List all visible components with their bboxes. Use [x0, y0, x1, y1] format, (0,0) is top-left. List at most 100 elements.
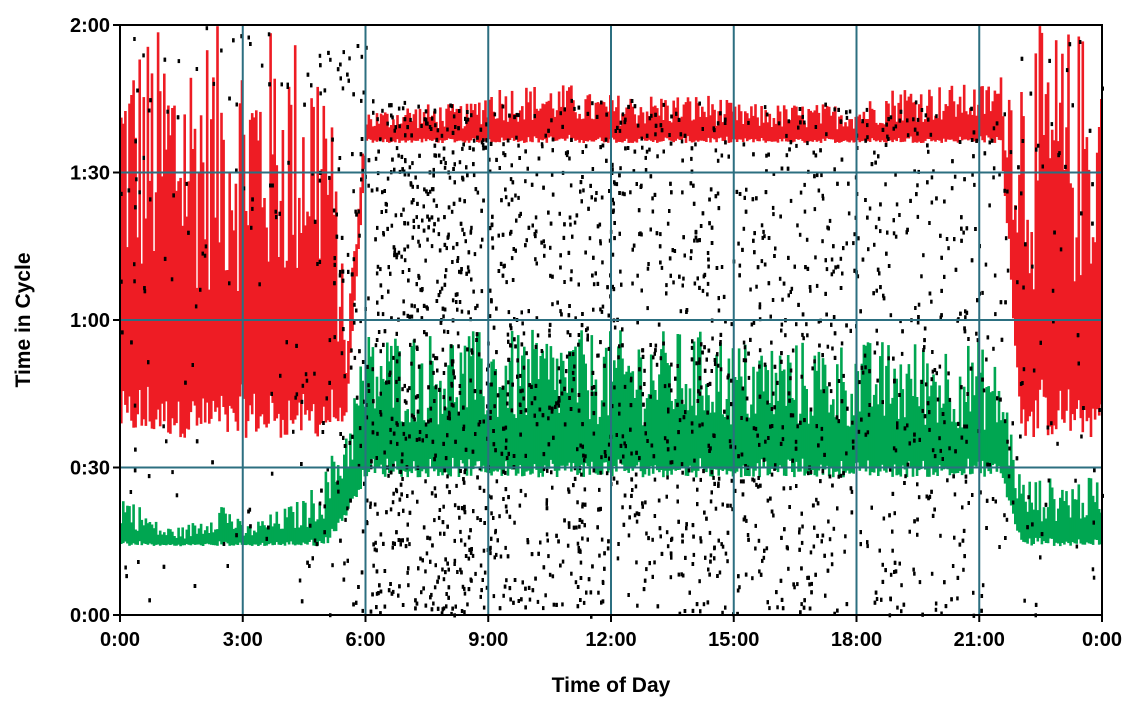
- scatter-point: [980, 594, 984, 598]
- scatter-point: [641, 354, 645, 359]
- scatter-point: [888, 513, 891, 518]
- scatter-point: [573, 106, 576, 111]
- y-tick-label: 1:00: [70, 310, 110, 332]
- scatter-point: [528, 597, 532, 602]
- scatter-point: [619, 459, 622, 464]
- upper-band-bar: [791, 107, 794, 143]
- scatter-point: [737, 241, 740, 246]
- scatter-point: [770, 340, 773, 345]
- scatter-point: [866, 540, 869, 545]
- scatter-point: [931, 513, 935, 518]
- lower-band-bar: [694, 415, 698, 478]
- scatter-point: [502, 142, 505, 147]
- upper-band-bar: [212, 77, 215, 401]
- lower-band-bar: [1065, 491, 1068, 542]
- scatter-point: [1006, 189, 1009, 194]
- scatter-point: [565, 354, 569, 359]
- scatter-point: [930, 175, 934, 180]
- scatter-point: [698, 579, 701, 584]
- scatter-point: [1003, 188, 1006, 193]
- scatter-point: [875, 597, 879, 601]
- scatter-point: [673, 446, 677, 451]
- scatter-point: [831, 483, 834, 488]
- scatter-point: [365, 521, 369, 526]
- upper-band-bar: [774, 123, 778, 142]
- scatter-point: [811, 503, 815, 508]
- scatter-point: [482, 488, 486, 493]
- scatter-point: [518, 156, 521, 160]
- scatter-point: [936, 397, 940, 402]
- scatter-point: [464, 239, 467, 244]
- scatter-point: [406, 570, 409, 575]
- scatter-point: [645, 149, 649, 154]
- scatter-point: [467, 556, 471, 561]
- scatter-point: [703, 368, 707, 373]
- scatter-point: [810, 590, 813, 595]
- lower-band-bar: [627, 365, 630, 473]
- scatter-point: [459, 221, 463, 226]
- scatter-point: [608, 456, 611, 461]
- scatter-point: [874, 590, 878, 595]
- upper-band-bar: [347, 341, 350, 384]
- lower-band-bar: [1063, 501, 1066, 545]
- scatter-point: [903, 426, 907, 431]
- scatter-point: [586, 111, 590, 116]
- scatter-point: [375, 605, 378, 610]
- lower-band-bar: [167, 528, 170, 545]
- scatter-point: [416, 184, 419, 189]
- scatter-point: [843, 549, 846, 554]
- upper-band-bar: [500, 103, 504, 138]
- lower-band-bar: [498, 387, 502, 470]
- upper-band-bar: [398, 125, 401, 143]
- scatter-point: [550, 118, 553, 123]
- upper-band-bar: [590, 118, 594, 142]
- scatter-point: [249, 42, 252, 46]
- scatter-point: [392, 245, 396, 250]
- scatter-point: [579, 598, 582, 602]
- scatter-point: [717, 476, 721, 481]
- lower-band-bar: [351, 459, 354, 499]
- scatter-point: [361, 529, 365, 534]
- scatter-point: [505, 280, 508, 285]
- scatter-point: [599, 241, 602, 246]
- scatter-point: [906, 118, 909, 123]
- scatter-point: [171, 470, 174, 475]
- scatter-point: [742, 358, 746, 363]
- upper-band-bar: [584, 99, 587, 141]
- upper-band-bar: [723, 114, 727, 141]
- scatter-point: [463, 591, 467, 596]
- lower-band-bar: [938, 385, 941, 466]
- scatter-point: [604, 454, 607, 458]
- scatter-point: [582, 453, 585, 458]
- scatter-point: [505, 578, 508, 583]
- scatter-point: [599, 145, 602, 150]
- scatter-point: [901, 329, 904, 334]
- scatter-point: [938, 364, 942, 369]
- scatter-point: [710, 470, 714, 475]
- scatter-point: [1065, 68, 1069, 73]
- lower-band-bar: [680, 388, 684, 469]
- scatter-point: [592, 431, 596, 436]
- scatter-point: [817, 319, 821, 324]
- lower-band-bar: [741, 388, 745, 466]
- scatter-point: [148, 598, 151, 603]
- x-axis-label: Time of Day: [552, 674, 671, 697]
- scatter-point: [845, 323, 848, 328]
- lower-band-bar: [547, 379, 551, 469]
- scatter-point: [586, 333, 589, 338]
- upper-band-bar: [218, 242, 221, 422]
- scatter-point: [594, 391, 598, 396]
- scatter-point: [462, 142, 465, 147]
- scatter-point: [932, 169, 935, 174]
- lower-band-bar: [893, 368, 896, 465]
- scatter-point: [742, 340, 746, 345]
- upper-band-bar: [414, 109, 418, 141]
- lower-band-bar: [433, 386, 436, 472]
- scatter-point: [427, 385, 430, 390]
- scatter-point: [488, 288, 492, 293]
- scatter-point: [863, 353, 867, 358]
- lower-band-bar: [834, 417, 837, 472]
- upper-band-bar: [320, 169, 324, 424]
- scatter-point: [481, 237, 484, 242]
- scatter-point: [767, 236, 771, 240]
